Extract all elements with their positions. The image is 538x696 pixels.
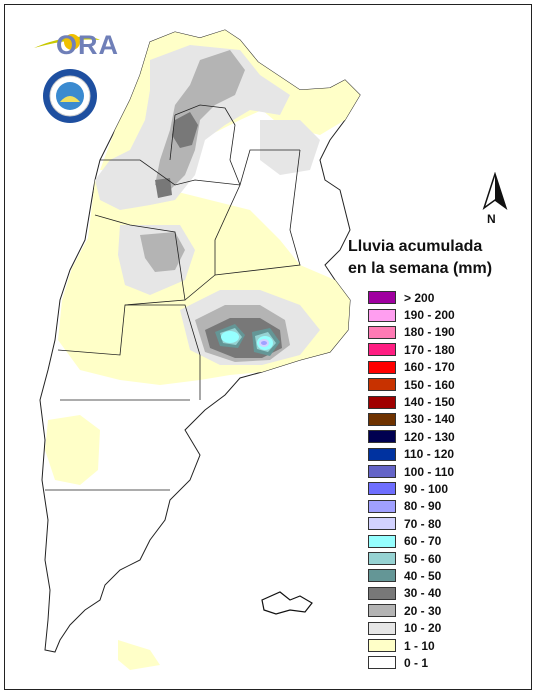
legend-swatch bbox=[368, 552, 396, 566]
legend-item: 100 - 110 bbox=[368, 463, 455, 480]
legend-swatch bbox=[368, 499, 396, 513]
legend-label: > 200 bbox=[404, 290, 435, 305]
legend-swatch bbox=[368, 604, 396, 618]
legend-item: 150 - 160 bbox=[368, 376, 455, 393]
legend-label: 100 - 110 bbox=[404, 464, 455, 479]
rain-zone-80-90 bbox=[261, 341, 267, 345]
logo-sun-icon bbox=[64, 34, 80, 50]
legend-item: 110 - 120 bbox=[368, 446, 455, 463]
legend-label: 20 - 30 bbox=[404, 603, 442, 618]
legend-swatch bbox=[368, 378, 396, 392]
legend-label: 70 - 80 bbox=[404, 516, 442, 531]
legend-swatch bbox=[368, 621, 396, 635]
legend-swatch bbox=[368, 569, 396, 583]
legend-label: 50 - 60 bbox=[404, 551, 442, 566]
malvinas-islands bbox=[261, 591, 313, 615]
legend-label: 180 - 190 bbox=[404, 325, 455, 340]
logo-swoosh bbox=[34, 36, 100, 48]
legend-swatch bbox=[368, 586, 396, 600]
legend-label: 0 - 1 bbox=[404, 655, 429, 670]
legend-item: 180 - 190 bbox=[368, 324, 455, 341]
legend-label: 130 - 140 bbox=[404, 412, 455, 427]
legend-item: 40 - 50 bbox=[368, 567, 455, 584]
legend-swatch bbox=[368, 447, 396, 461]
legend-item: 160 - 170 bbox=[368, 359, 455, 376]
legend-swatch bbox=[368, 465, 396, 479]
legend-item: 170 - 180 bbox=[368, 341, 455, 358]
legend-swatch bbox=[368, 325, 396, 339]
legend-swatch bbox=[368, 517, 396, 531]
legend-label: 90 - 100 bbox=[404, 481, 449, 496]
legend-item: 50 - 60 bbox=[368, 550, 455, 567]
ora-logo: ORA bbox=[56, 30, 119, 60]
legend-swatch bbox=[368, 639, 396, 652]
rain-zone-60-70 bbox=[221, 331, 239, 343]
legend-item: > 200 bbox=[368, 289, 455, 306]
rain-zone-20-30-cuyo bbox=[140, 232, 185, 272]
province-borders bbox=[45, 104, 301, 491]
legend-label: 190 - 200 bbox=[404, 308, 455, 323]
legend-title-line1: Lluvia acumulada bbox=[348, 238, 483, 255]
legend-item: 80 - 90 bbox=[368, 498, 455, 515]
legend-label: 40 - 50 bbox=[404, 568, 442, 583]
legend-item: 120 - 130 bbox=[368, 428, 455, 445]
legend-item: 130 - 140 bbox=[368, 411, 455, 428]
legend-label: 150 - 160 bbox=[404, 377, 455, 392]
legend-label: 120 - 130 bbox=[404, 429, 455, 444]
legend-swatch bbox=[368, 482, 396, 496]
legend-item: 20 - 30 bbox=[368, 602, 455, 619]
legend-label: 140 - 150 bbox=[404, 395, 455, 410]
north-label: N bbox=[487, 212, 496, 226]
legend-item: 140 - 150 bbox=[368, 393, 455, 410]
legend-swatch bbox=[368, 395, 396, 409]
legend-item: 90 - 100 bbox=[368, 480, 455, 497]
rain-zone-20-30 bbox=[155, 50, 245, 190]
north-arrow-icon bbox=[482, 172, 508, 210]
legend-swatch bbox=[368, 308, 396, 322]
legend-label: 170 - 180 bbox=[404, 342, 455, 357]
legend: > 200 190 - 200 180 - 190 170 - 180 160 - 17… bbox=[368, 289, 455, 672]
smn-seal-icon bbox=[43, 69, 97, 123]
legend-swatch bbox=[368, 360, 396, 374]
legend-swatch bbox=[368, 534, 396, 548]
legend-title-line2: en la semana (mm) bbox=[348, 260, 493, 277]
legend-label: 10 - 20 bbox=[404, 621, 442, 636]
legend-item: 30 - 40 bbox=[368, 585, 455, 602]
legend-item: 190 - 200 bbox=[368, 306, 455, 323]
legend-item: 10 - 20 bbox=[368, 619, 455, 636]
rain-zone-30-40-catamarca bbox=[155, 178, 172, 198]
map-frame bbox=[4, 4, 532, 690]
legend-swatch bbox=[368, 412, 396, 426]
legend-label: 1 - 10 bbox=[404, 638, 435, 653]
legend-label: 30 - 40 bbox=[404, 586, 442, 601]
legend-label: 60 - 70 bbox=[404, 534, 442, 549]
legend-item: 60 - 70 bbox=[368, 532, 455, 549]
legend-swatch bbox=[368, 430, 396, 444]
rain-zone-30-40-tucuman bbox=[172, 112, 198, 148]
legend-label: 80 - 90 bbox=[404, 499, 442, 514]
legend-item: 1 - 10 bbox=[368, 637, 455, 654]
rain-zone-1-10-south bbox=[45, 415, 100, 485]
legend-swatch bbox=[368, 343, 396, 357]
legend-swatch bbox=[368, 656, 396, 670]
legend-item: 70 - 80 bbox=[368, 515, 455, 532]
rain-zone-1-10-tierra bbox=[118, 640, 160, 670]
legend-title: Lluvia acumulada en la semana (mm) bbox=[348, 236, 492, 280]
legend-swatch bbox=[368, 291, 396, 305]
legend-label: 160 - 170 bbox=[404, 360, 455, 375]
legend-label: 110 - 120 bbox=[404, 447, 455, 462]
legend-item: 0 - 1 bbox=[368, 654, 455, 671]
rain-zone-10-20-east bbox=[260, 120, 320, 175]
